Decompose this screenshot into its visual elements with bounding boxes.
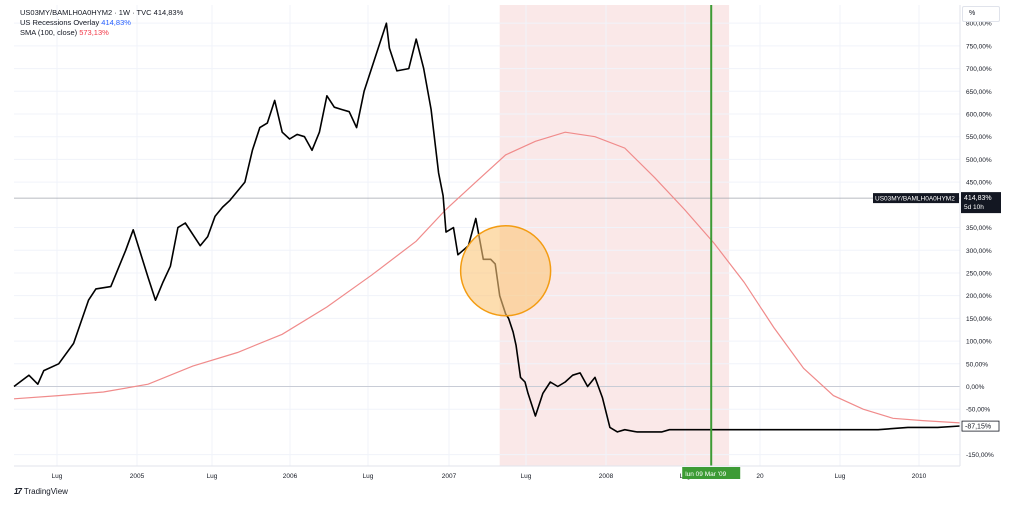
x-tick-label: 2005 [130,473,145,480]
tradingview-brand: TradingView [23,487,68,496]
y-tick-label: 450,00% [966,180,992,187]
vertical-marker-date-badge: lun 09 Mar '09 [682,467,741,479]
sma-line [13,131,961,424]
current-price-value: 414,83% [964,195,992,202]
x-tick-label: 2007 [442,473,457,480]
legend-overlay-label: US Recessions Overlay [20,18,100,27]
y-tick-label: 350,00% [966,225,992,232]
y-tick-label: 300,00% [966,248,992,255]
x-tick-label: Lug [52,473,63,480]
y-axis-ticks: 800,00% 750,00% 700,00% 650,00% 600,00% 550,0… [966,21,994,459]
current-price-countdown: 5d 10h [964,204,984,211]
x-tick-label: Lug [521,473,532,480]
y-tick-label: 550,00% [966,134,992,141]
tradingview-logo-icon: 17 [14,487,22,496]
y-tick-label: 750,00% [966,43,992,50]
y-tick-label: 250,00% [966,270,992,277]
y-tick-label: -50,00% [966,407,990,414]
legend-sma-label: SMA (100, close) [20,28,78,37]
y-tick-label: -150,00% [966,452,994,459]
legend-symbol-value: 414,83% [153,8,184,17]
y-tick-label: 800,00% [966,21,992,28]
y-tick-label: 100,00% [966,339,992,346]
x-tick-label: 2008 [599,473,614,480]
x-tick-label: Lug [835,473,846,480]
legend-overlay-row[interactable]: US Recessions Overlay 414,83% [20,18,183,28]
y-tick-label: 650,00% [966,89,992,96]
highlight-circle [459,224,552,317]
x-tick-label: Lug [363,473,374,480]
tradingview-logo[interactable]: 17 TradingView [14,487,68,496]
legend-overlay-value: 414,83% [101,18,131,27]
current-price-badge: US03MY/BAMLH0A0HYM2 414,83% 5d 10h [873,192,1001,214]
legend-sma-value: 573,13% [79,28,109,37]
y-tick-label: 150,00% [966,316,992,323]
x-tick-label: 20 [756,473,764,480]
x-axis-ticks: Lug2005Lug2006Lug2007Lug2008Lug20Lug2010 [52,473,927,480]
current-price-series-name: US03MY/BAMLH0A0HYM2 [875,196,955,203]
price-series-line [13,22,961,433]
legend-sma-row[interactable]: SMA (100, close) 573,13% [20,28,183,38]
x-tick-label: Lug [207,473,218,480]
x-tick-label: 2006 [283,473,298,480]
y-tick-label: 0,00% [966,384,985,391]
y-tick-label: 50,00% [966,361,988,368]
vertical-marker-date-text: lun 09 Mar '09 [685,471,726,478]
legend-symbol-row[interactable]: US03MY/BAMLH0A0HYM2 · 1W · TVC 414,83% [20,8,183,18]
legend-symbol-title: US03MY/BAMLH0A0HYM2 · 1W · TVC [20,8,152,17]
y-tick-label: 700,00% [966,66,992,73]
end-value-text: -87,15% [965,424,991,431]
percent-scale-button[interactable]: % [962,6,1000,22]
y-tick-label: 200,00% [966,293,992,300]
y-tick-label: 500,00% [966,157,992,164]
percent-scale-label: % [969,10,976,17]
x-tick-label: 2010 [912,473,927,480]
recession-band [499,5,730,466]
y-tick-label: 600,00% [966,112,992,119]
chart-legend: US03MY/BAMLH0A0HYM2 · 1W · TVC 414,83% U… [20,8,183,38]
end-value-badge: -87,15% [961,420,1000,432]
